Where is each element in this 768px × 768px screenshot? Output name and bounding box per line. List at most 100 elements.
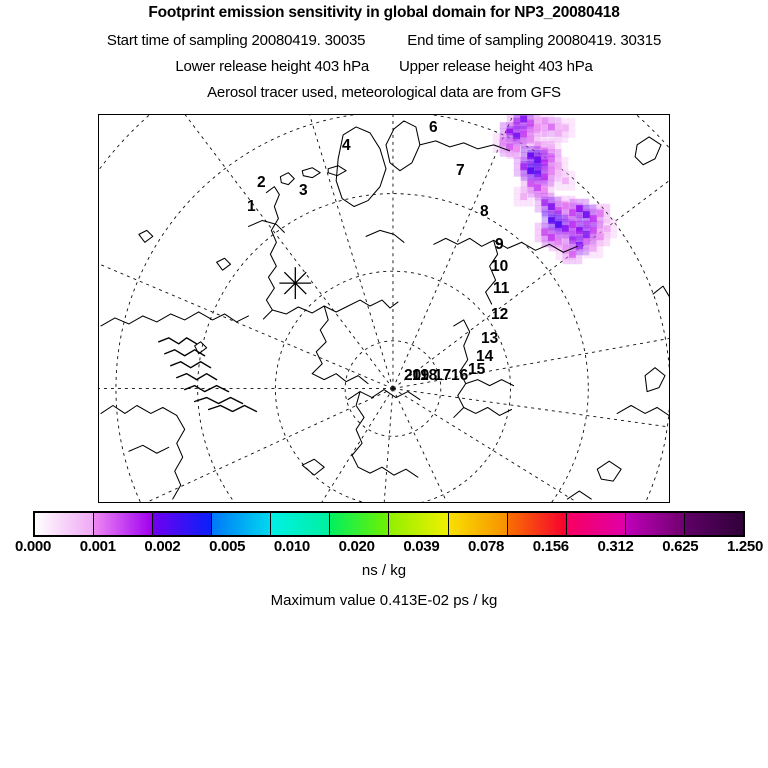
- plume-cell-9: [506, 139, 514, 146]
- plume-cell-55: [555, 247, 563, 254]
- plume-cell-56: [562, 244, 570, 252]
- latitude-circles: [99, 115, 669, 502]
- plume-cell-13: [499, 150, 507, 157]
- plume-cell-10: [513, 124, 521, 131]
- plume-cell-1: [520, 115, 527, 123]
- plume-cell-59: [597, 218, 605, 226]
- trajectory-label-13: 13: [481, 330, 499, 347]
- plume-cell-50: [541, 240, 549, 248]
- plume-cell-49: [547, 229, 555, 236]
- sampling-time-row: Start time of sampling 20080419. 30035 E…: [0, 32, 768, 49]
- plume-cell-8: [499, 122, 507, 129]
- plume-cell-44: [555, 218, 563, 226]
- plume-cell-32: [526, 186, 534, 194]
- plume-cell-41: [590, 210, 598, 217]
- plume-cell-7: [555, 124, 563, 132]
- plume-cell-26: [541, 174, 549, 182]
- plume-cell-50: [541, 234, 549, 241]
- plume-cell-52: [575, 230, 583, 238]
- plume-cell-13: [506, 137, 514, 144]
- plume-cell-37: [562, 209, 570, 216]
- plume-cell-31: [562, 183, 569, 191]
- plume-cell-15: [527, 149, 535, 156]
- plume-cell-47: [589, 237, 597, 245]
- maximum-value-label: Maximum value 0.413E-02 ps / kg: [270, 592, 498, 609]
- colorbar-segment-9: [566, 513, 626, 535]
- plume-cell-48: [589, 227, 597, 234]
- colorbar-segment-3: [212, 513, 272, 535]
- plume-cell-5: [554, 117, 562, 124]
- plume-cell-7: [568, 118, 576, 125]
- plume-cell-44: [555, 225, 563, 232]
- plume-cell-42: [548, 217, 555, 224]
- plume-cell-29: [540, 177, 548, 185]
- plume-cell-32: [520, 186, 527, 194]
- plume-cell-58: [596, 233, 604, 240]
- release-height-row: Lower release height 403 hPa Upper relea…: [0, 58, 768, 75]
- plume-cell-25: [541, 166, 548, 174]
- plume-cell-44: [562, 218, 569, 226]
- plume-cell-56: [562, 257, 570, 265]
- plume-cell-11: [520, 129, 528, 136]
- plume-cell-24: [527, 176, 535, 184]
- plume-cell-48: [596, 227, 604, 234]
- plume-cell-33: [534, 205, 542, 213]
- plume-cell-58: [596, 239, 604, 247]
- plume-cell-1: [513, 122, 521, 129]
- plume-cell-45: [562, 227, 570, 235]
- plume-cell-30: [541, 180, 548, 188]
- plume-cell-17: [554, 138, 562, 145]
- plume-cell-45: [575, 214, 583, 222]
- plume-cell-31: [555, 183, 563, 191]
- plume-cell-4: [547, 115, 555, 118]
- plume-cell-7: [562, 124, 569, 132]
- plume-cell-47: [576, 224, 584, 232]
- plume-cell-14: [513, 145, 521, 153]
- plume-cell-11: [520, 142, 528, 149]
- release-site-marker: [279, 267, 312, 300]
- plume-cell-24: [534, 163, 541, 171]
- plume-cell-45: [562, 221, 570, 228]
- plume-cell-3: [540, 123, 548, 131]
- plume-cell-54: [589, 238, 597, 245]
- plume-cell-25: [541, 173, 548, 181]
- colorbar-tick-3: 0.005: [209, 538, 246, 555]
- plume-cell-58: [590, 239, 598, 247]
- colorbar-segment-6: [389, 513, 449, 535]
- plume-cell-31: [568, 177, 576, 185]
- plume-cell-17: [541, 151, 549, 158]
- plume-cell-29: [540, 190, 548, 198]
- plume-cell-43: [561, 214, 569, 222]
- plume-cell-20: [534, 165, 542, 173]
- plume-cell-44: [568, 231, 576, 239]
- plume-cell-19: [540, 162, 548, 170]
- plume-cell-25: [534, 179, 542, 187]
- plume-cell-40: [589, 221, 597, 229]
- plume-cell-38: [569, 211, 577, 219]
- plume-cell-38: [569, 198, 577, 206]
- plume-cell-51: [555, 231, 562, 239]
- plume-cell-51: [555, 238, 562, 245]
- plume-cell-19: [540, 150, 548, 157]
- colorbar-tick-1: 0.001: [79, 538, 116, 555]
- plume-cell-49: [541, 235, 548, 243]
- plume-cell-14: [506, 145, 514, 153]
- plume-cell-18: [520, 152, 528, 160]
- plume-cell-23: [533, 160, 541, 168]
- plume-cell-41: [603, 203, 611, 211]
- plume-cell-12: [499, 146, 507, 153]
- plume-cell-4: [541, 124, 548, 131]
- plume-cell-51: [548, 238, 556, 245]
- plume-cell-26: [541, 168, 549, 176]
- plume-cell-50: [554, 234, 562, 241]
- plume-cell-0: [506, 115, 514, 118]
- plume-cell-32: [513, 186, 521, 194]
- plume-cell-16: [534, 141, 542, 148]
- plume-cell-51: [555, 244, 562, 252]
- plume-cell-27: [561, 169, 569, 177]
- plume-cell-8: [512, 122, 520, 129]
- plume-cell-5: [541, 117, 549, 124]
- plume-cell-24: [540, 176, 548, 184]
- plume-cell-15: [534, 142, 541, 150]
- plume-cell-35: [548, 200, 556, 208]
